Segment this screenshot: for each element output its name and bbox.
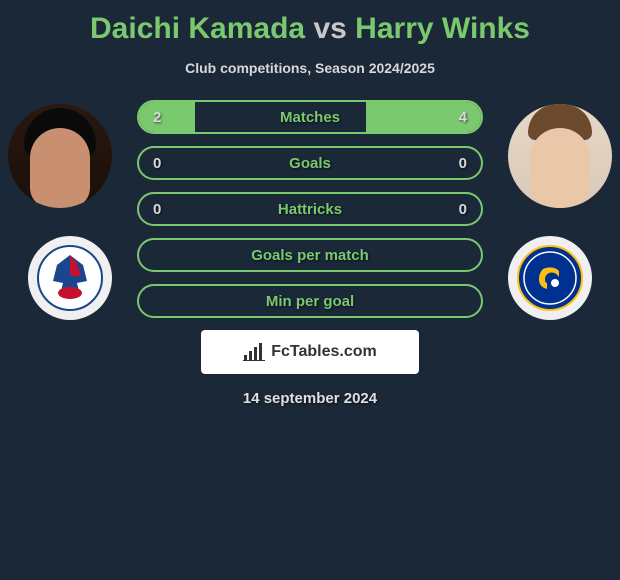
subtitle: Club competitions, Season 2024/2025 [0,60,620,76]
brand-text: FcTables.com [271,343,377,361]
player1-name: Daichi Kamada [90,12,305,45]
player1-photo [8,104,112,208]
crystal-palace-crest-icon [35,243,105,313]
player2-club-badge [508,236,592,320]
date-text: 14 september 2024 [0,390,620,407]
stat-label: Matches [139,109,481,126]
stat-value-right: 0 [459,155,467,172]
stats-table: 2Matches40Goals00Hattricks0Goals per mat… [137,100,483,318]
stat-label: Min per goal [139,293,481,310]
stat-value-right: 0 [459,201,467,218]
stat-row: 2Matches4 [137,100,483,134]
stat-row: 0Hattricks0 [137,192,483,226]
stat-value-right: 4 [459,109,467,126]
comparison-title: Daichi Kamada vs Harry Winks [0,0,620,46]
stat-row: Min per goal [137,284,483,318]
stat-label: Goals per match [139,247,481,264]
stat-label: Goals [139,155,481,172]
vs-text: vs [313,12,346,45]
player1-club-badge [28,236,112,320]
player2-name: Harry Winks [355,12,530,45]
stat-value-left: 0 [153,155,161,172]
stat-row: 0Goals0 [137,146,483,180]
stat-value-left: 0 [153,201,161,218]
player2-photo [508,104,612,208]
leicester-city-crest-icon [515,243,585,313]
stat-value-left: 2 [153,109,161,126]
brand-badge: FcTables.com [201,330,419,374]
content-area: 2Matches40Goals00Hattricks0Goals per mat… [0,100,620,407]
bar-chart-icon [243,343,265,361]
stat-row: Goals per match [137,238,483,272]
stat-label: Hattricks [139,201,481,218]
